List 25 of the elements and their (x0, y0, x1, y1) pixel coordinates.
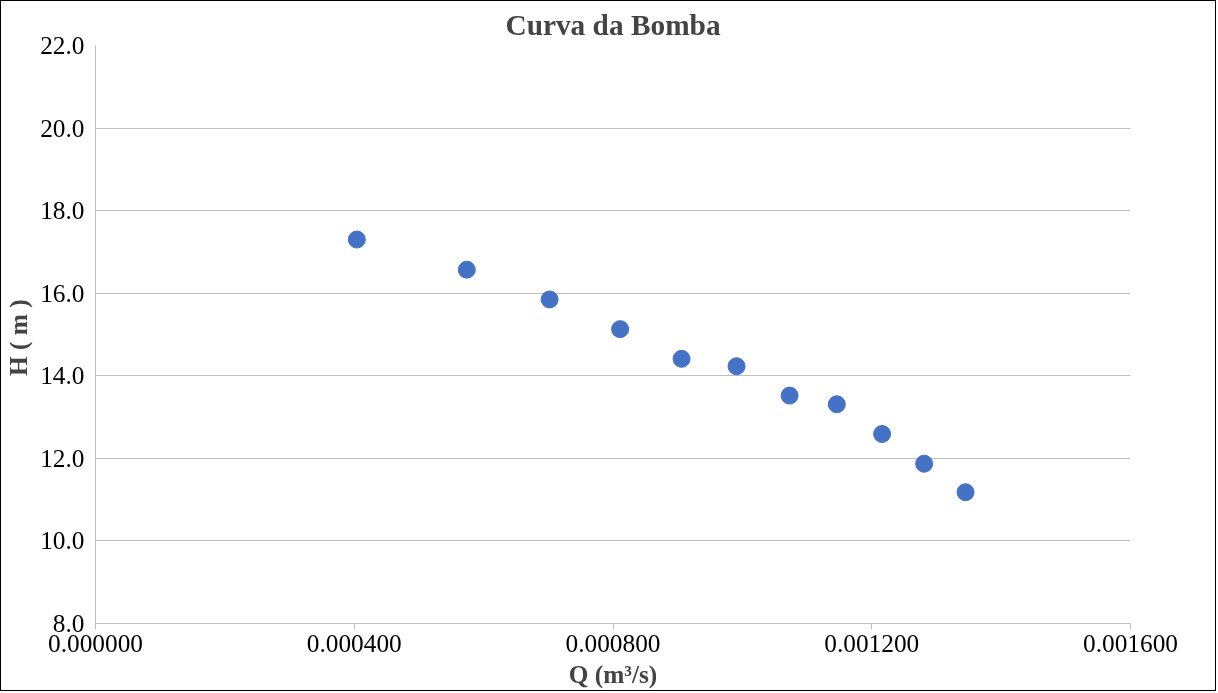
x-tick-label: 0.001200 (824, 628, 920, 657)
y-tick-label: 22.0 (40, 31, 85, 59)
x-tick-label: 0.000800 (565, 628, 661, 657)
point (347, 230, 366, 249)
x-axis-title: Q (m³/s) (568, 659, 658, 689)
point (611, 320, 630, 339)
x-tick-label: 0.001600 (1083, 628, 1178, 657)
point (915, 454, 934, 473)
x-tick-label: 0.000400 (306, 628, 402, 657)
chart-title: Curva da Bomba (505, 8, 721, 41)
point (457, 260, 476, 279)
point (956, 483, 975, 502)
y-tick-label: 18.0 (40, 196, 85, 225)
y-tick-label: 14.0 (40, 361, 85, 390)
point (827, 395, 846, 414)
y-tick-label: 16.0 (40, 278, 85, 307)
point (780, 386, 799, 405)
point (540, 290, 559, 309)
y-tick-label: 20.0 (40, 113, 85, 142)
point (873, 425, 892, 443)
y-tick-label: 12.0 (40, 443, 85, 472)
point (727, 357, 746, 376)
y-tick-label: 10.0 (40, 526, 85, 555)
point (672, 349, 691, 368)
y-axis-title: H ( m ) (4, 299, 34, 376)
